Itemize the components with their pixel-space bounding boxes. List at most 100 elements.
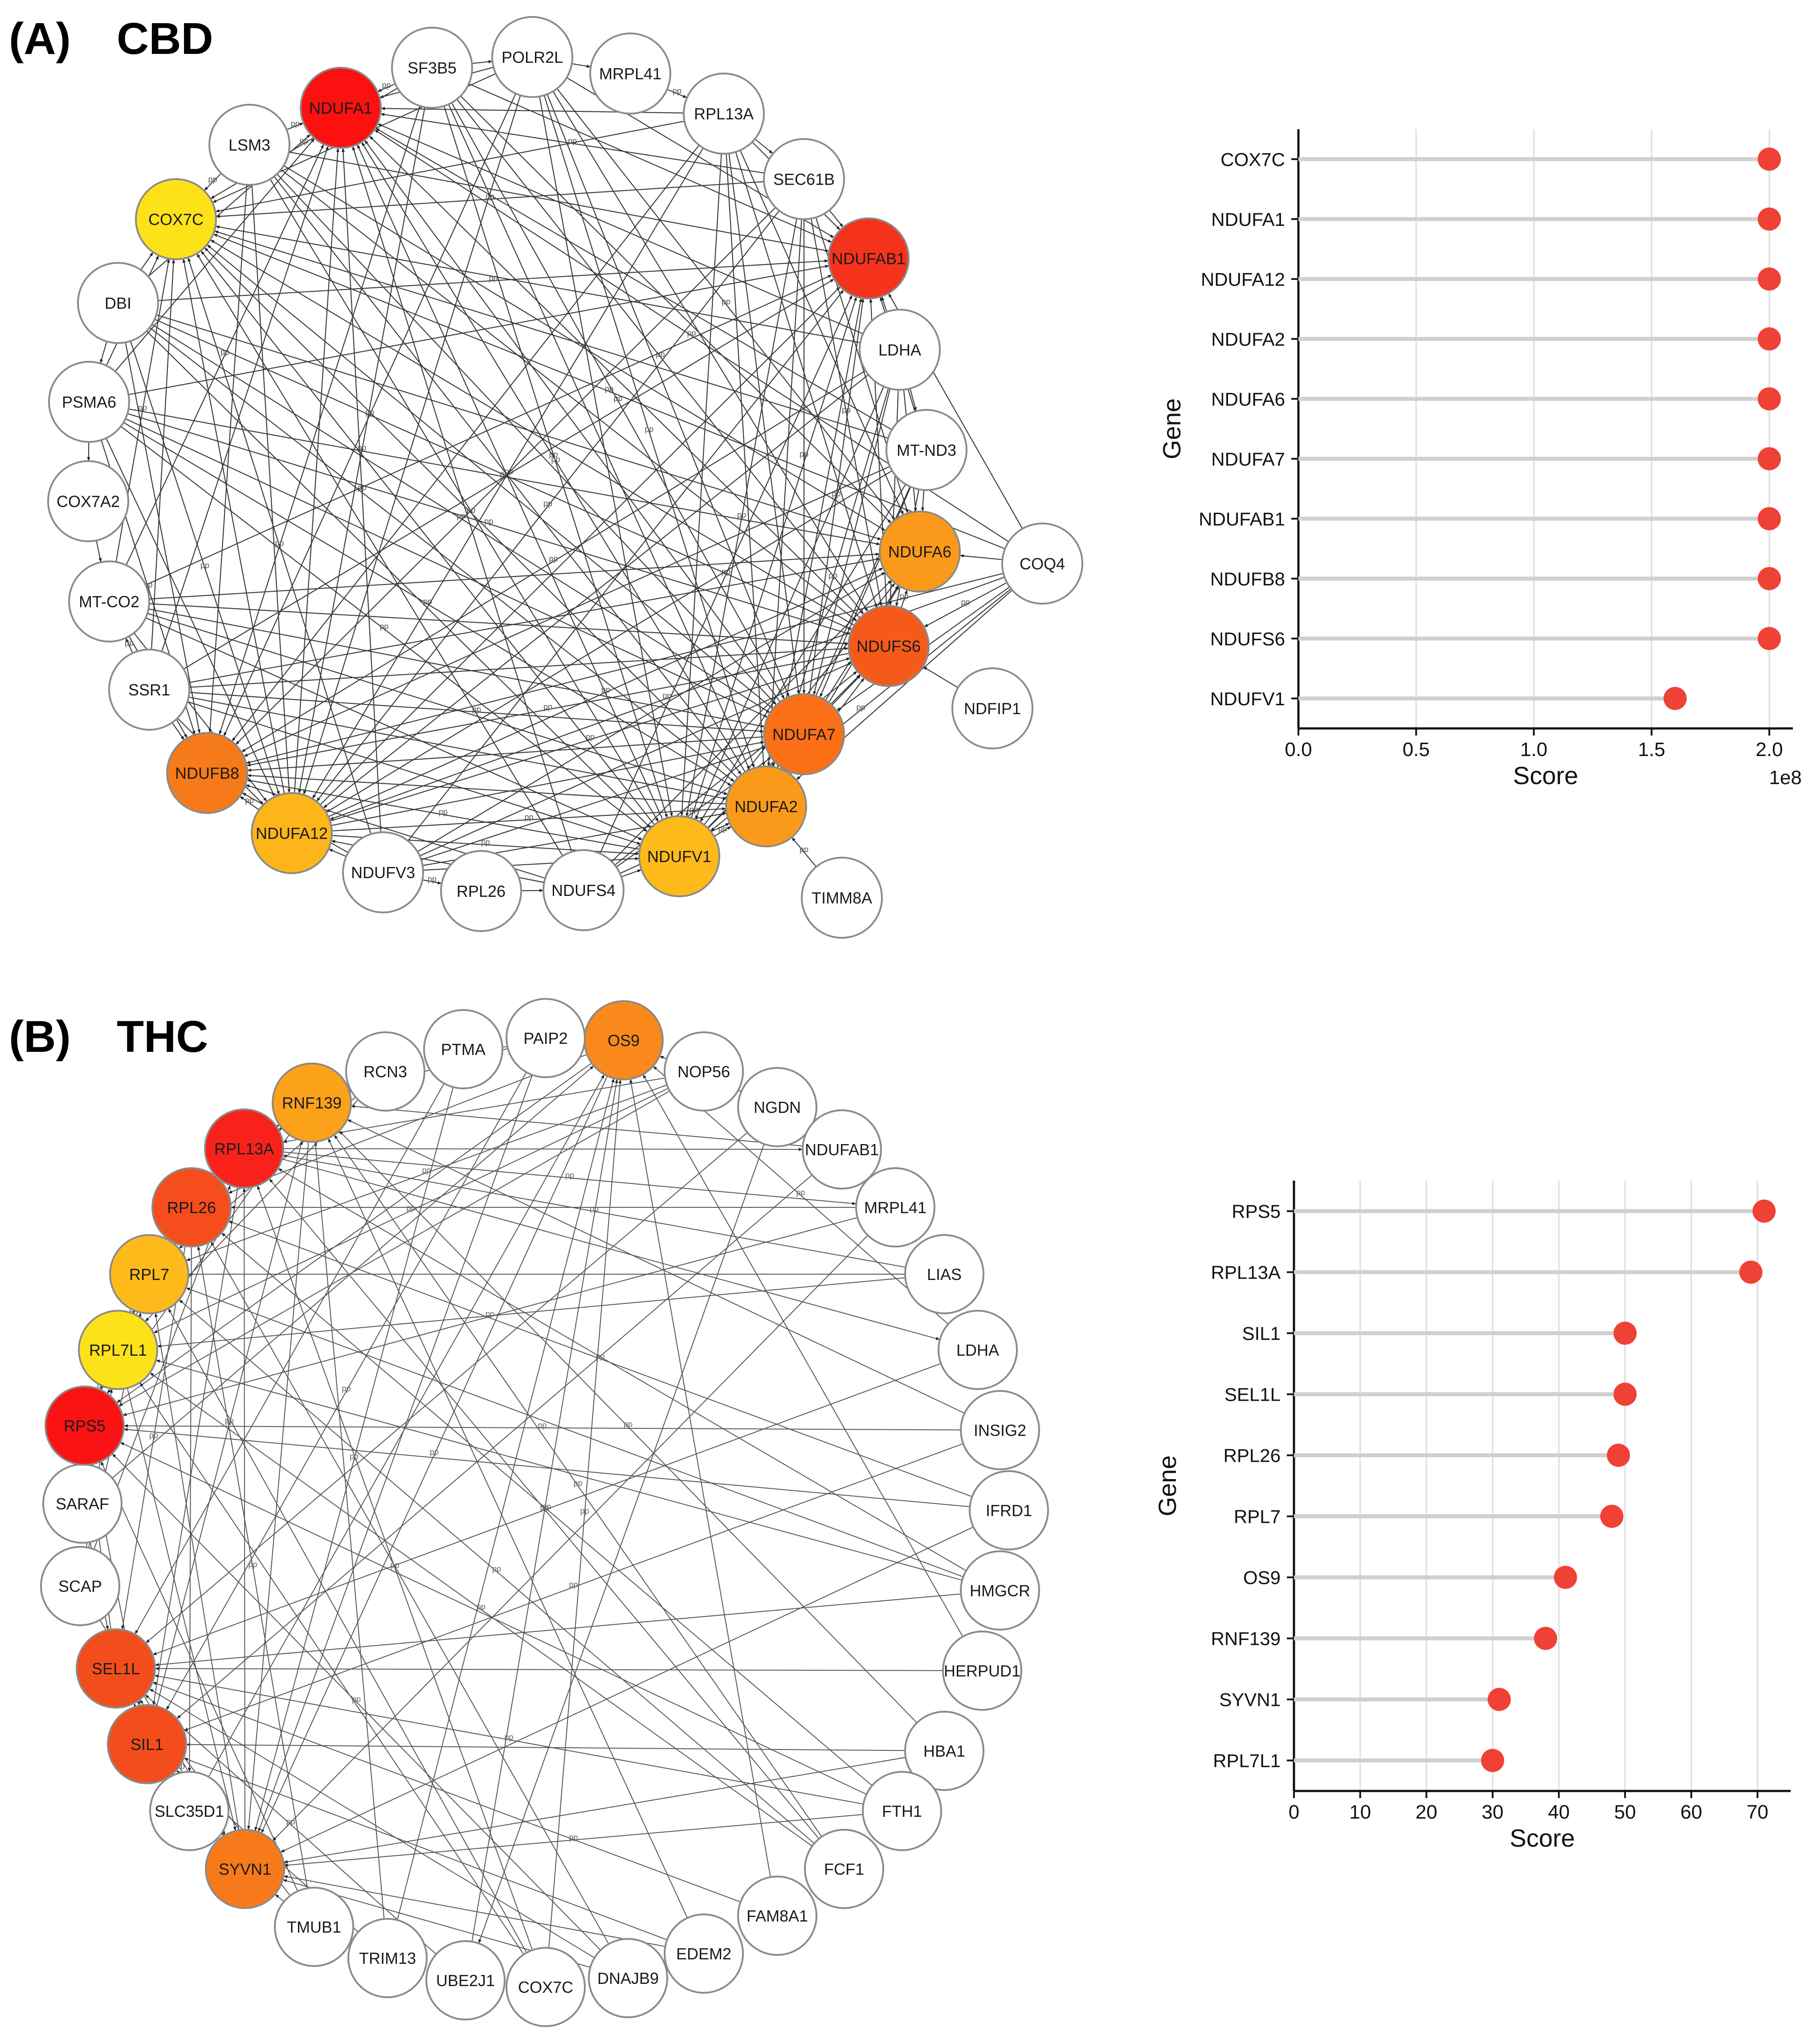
edge-label: pp: [492, 1565, 501, 1574]
network-edge: [215, 120, 685, 213]
network-edge: [145, 1132, 748, 1644]
network-edge: [773, 298, 862, 767]
network-edge: [147, 613, 728, 795]
edge-label: pp: [504, 1733, 513, 1742]
network-edge: [735, 151, 877, 608]
lollipop-marker: [1613, 1382, 1637, 1406]
network-node-label: UBE2J1: [436, 1971, 495, 1990]
network-edge: [155, 1667, 943, 1671]
network-node-label: NDUFA12: [256, 824, 328, 842]
lollipop-marker: [1607, 1443, 1630, 1467]
network-edge: [157, 1277, 906, 1348]
y-tick-label: SYVN1: [1219, 1689, 1281, 1710]
network-edge: [123, 1428, 970, 1507]
network-node-hba1: [904, 1711, 984, 1791]
network-node-ndufa12: [251, 792, 333, 874]
network-edge: [156, 314, 882, 540]
network-node-coq4: [1001, 523, 1083, 605]
network-node-ndufs4: [543, 849, 624, 931]
edge-label: pp: [800, 845, 808, 854]
edge-label: pp: [350, 1452, 359, 1461]
network-node-label: NDUFAB1: [805, 1141, 879, 1159]
y-tick-label: RPL13A: [1211, 1262, 1281, 1283]
network-edge: [272, 1235, 869, 1841]
edge-label: pp: [828, 571, 837, 580]
network-edge: [283, 1875, 665, 1947]
network-edge: [243, 466, 890, 757]
y-tick-label: COX7C: [1220, 149, 1285, 170]
network-node-label: NDUFS4: [551, 881, 616, 899]
network-node-label: RPL26: [167, 1198, 216, 1217]
lollipop-marker: [1758, 207, 1781, 231]
network-edge: [228, 1054, 588, 1194]
panel-b-label: (B): [9, 1012, 71, 1062]
network-edge: [686, 218, 797, 817]
network-node-syvn1: [205, 1829, 285, 1909]
network-edge: [380, 113, 765, 174]
network-edge: [186, 1743, 906, 1751]
network-edge: [182, 258, 285, 794]
network-edge: [422, 879, 442, 884]
network-node-dnajb9: [588, 1938, 668, 2018]
network-edge: [247, 774, 726, 805]
network-edge: [284, 1814, 863, 1867]
network-cbd-edges: pppppppppppppppppppppppppppppppppppppppp…: [87, 60, 1023, 892]
network-edge: [294, 147, 339, 793]
network-edge: [548, 1079, 622, 1948]
network-node-trim13: [347, 1918, 428, 1998]
network-edge: [552, 91, 869, 612]
network-node-label: NDUFV3: [351, 863, 415, 882]
edge-label: pp: [245, 796, 254, 805]
network-node-rpl7l1: [78, 1310, 158, 1390]
network-node-label: SLC35D1: [155, 1802, 224, 1820]
network-edge: [728, 153, 800, 695]
y-tick-label: SIL1: [1242, 1323, 1281, 1344]
network-edge: [246, 779, 640, 850]
network-edge: [247, 1141, 309, 1830]
panel-a-label: (A): [9, 14, 71, 64]
network-edge: [694, 386, 885, 820]
y-tick-label: RPL7: [1234, 1506, 1281, 1527]
network-node-label: DBI: [105, 294, 131, 312]
network-edge: [158, 259, 829, 301]
lollipop-marker: [1758, 627, 1781, 650]
network-node-ndufab1: [828, 217, 910, 299]
lollipop-marker: [1758, 507, 1781, 531]
edge-label: pp: [737, 511, 746, 519]
network-edge: [167, 1308, 527, 1953]
network-edge: [127, 413, 851, 635]
network-edge: [443, 106, 668, 818]
network-node-rpl26: [440, 850, 522, 932]
network-node-label: MRPL41: [599, 65, 661, 83]
network-edge: [125, 342, 201, 734]
network-edge: [726, 153, 765, 767]
edge-label: pp: [299, 136, 308, 145]
network-edge: [183, 278, 835, 670]
network-edge: [214, 230, 889, 439]
network-edge: [922, 666, 959, 688]
network-edge: [331, 741, 765, 826]
network-edge: [469, 83, 832, 243]
network-node-label: NDUFB8: [175, 764, 239, 782]
network-node-label: FTH1: [882, 1802, 922, 1820]
network-node-ndufv1: [638, 815, 720, 897]
network-node-dbi: [77, 262, 159, 344]
x-tick-label: 0: [1289, 1801, 1299, 1823]
network-edge: [571, 63, 591, 68]
network-node-timm8a: [801, 857, 883, 939]
y-tick-label: NDUFAB1: [1199, 508, 1285, 529]
network-edge: [273, 176, 742, 775]
network-edge: [184, 1758, 667, 1940]
network-node-label: SCAP: [58, 1577, 102, 1595]
network-node-label: COX7C: [148, 210, 204, 229]
network-node-label: TMUB1: [287, 1918, 341, 1936]
network-node-ndufs6: [848, 605, 930, 687]
network-edge: [123, 422, 732, 786]
network-edge: [901, 589, 908, 608]
y-tick-label: RPL7L1: [1213, 1750, 1281, 1771]
network-node-ndufa7: [763, 693, 845, 775]
lollipop-marker: [1758, 567, 1781, 590]
network-edge: [341, 147, 382, 833]
edge-label: pp: [486, 192, 494, 201]
